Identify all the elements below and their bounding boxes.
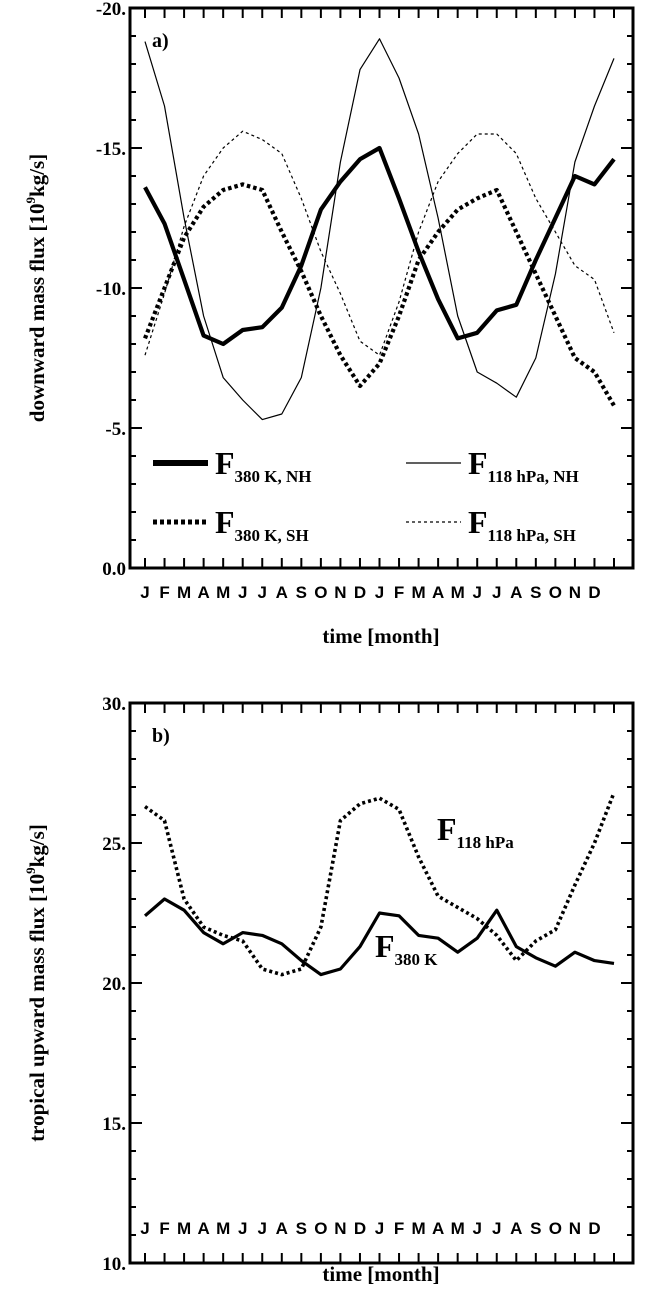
y-tick-label: -5. [105,419,126,440]
panel-b-y-tick-labels: 10. 15. 20. 25. 30. [102,694,126,1275]
x-tick-label: O [549,1219,562,1238]
label-f118: F118 hPa [437,811,514,852]
x-tick-label: M [216,1219,230,1238]
y-tick-label: -15. [96,139,126,160]
x-tick-label: N [334,583,346,602]
x-tick-label: S [296,1219,307,1238]
x-tick-label: A [197,1219,209,1238]
x-tick-label: D [588,1219,600,1238]
legend-item-f380-nh: F380 K, NH [153,445,312,486]
x-tick-label: M [177,1219,191,1238]
series-line-f118 [143,791,616,977]
legend-item-f118-nh: F118 hPa, NH [406,445,579,486]
x-tick-label: J [472,583,481,602]
panel-a-ticks [130,7,633,569]
panel-b-label: b) [152,725,170,747]
x-tick-label: D [354,1219,366,1238]
y-tick-label: -10. [96,279,126,300]
y-tick-label: 15. [102,1114,126,1135]
series-line-f118-sh [144,130,615,356]
x-tick-label: M [177,583,191,602]
y-tick-label: 10. [102,1254,126,1275]
panel-a-y-axis-title: downward mass flux [109kg/s] [23,154,49,422]
x-tick-label: J [258,1219,267,1238]
x-tick-label: N [334,1219,346,1238]
x-tick-label: A [510,1219,522,1238]
panel-b-ticks [130,702,633,1264]
panel-a-legend: F380 K, NH F118 hPa, NH F380 K, SH F118 … [153,445,579,545]
x-tick-label: F [394,1219,404,1238]
x-tick-label: F [159,583,169,602]
x-tick-label: M [451,1219,465,1238]
x-tick-label: F [394,583,404,602]
x-tick-label: D [588,583,600,602]
y-tick-label: 30. [102,694,126,715]
x-tick-label: M [411,1219,425,1238]
series-line-f380-sh [143,182,616,407]
series-line-f380 [143,897,615,977]
x-tick-label: A [197,583,209,602]
x-tick-label: J [492,1219,501,1238]
x-tick-label: J [140,1219,149,1238]
panel-b-frame [128,701,635,1265]
legend-item-f118-sh: F118 hPa, SH [406,504,576,545]
series-line-f118-nh [144,38,615,421]
legend-text-f380-sh: F380 K, SH [215,504,309,545]
y-tick-label: -20. [96,0,126,20]
panel-a-series [143,38,616,421]
x-tick-label: J [258,583,267,602]
legend-text-f118-nh: F118 hPa, NH [468,445,579,486]
legend-text-f380-nh: F380 K, NH [215,445,312,486]
x-tick-label: J [375,1219,384,1238]
x-tick-label: S [530,1219,541,1238]
x-tick-label: S [296,583,307,602]
x-tick-label: O [314,1219,327,1238]
x-tick-label: O [549,583,562,602]
panel-b-y-axis-title: tropical upward mass flux [109kg/s] [23,824,49,1142]
x-tick-label: A [510,583,522,602]
legend-item-f380-sh: F380 K, SH [153,504,309,545]
x-tick-label: F [159,1219,169,1238]
panel-a-label: a) [152,30,169,52]
x-tick-label: M [451,583,465,602]
panel-b-series [143,791,616,977]
x-tick-label: A [432,583,444,602]
y-tick-label: 20. [102,974,126,995]
x-tick-label: M [216,583,230,602]
x-tick-label: A [432,1219,444,1238]
x-tick-label: D [354,583,366,602]
x-tick-label: A [276,583,288,602]
x-tick-label: J [472,1219,481,1238]
x-tick-label: J [140,583,149,602]
x-tick-label: J [492,583,501,602]
x-tick-label: N [569,1219,581,1238]
panel-b-x-axis-title: time [month] [322,1262,439,1286]
x-tick-label: O [314,583,327,602]
x-tick-label: A [276,1219,288,1238]
y-tick-label: 0.0 [102,559,126,580]
panel-a-y-tick-labels: 0.0 -5. -10. -15. -20. [96,0,126,580]
x-tick-label: N [569,583,581,602]
x-tick-label: S [530,583,541,602]
y-tick-label: 25. [102,834,126,855]
panel-a-x-axis-title: time [month] [322,624,439,648]
x-tick-label: J [375,583,384,602]
label-f380: F380 K [375,928,438,969]
x-tick-label: J [238,1219,247,1238]
x-tick-label: M [411,583,425,602]
series-line-f380-nh [143,145,616,347]
legend-text-f118-sh: F118 hPa, SH [468,504,576,545]
x-tick-label: J [238,583,247,602]
